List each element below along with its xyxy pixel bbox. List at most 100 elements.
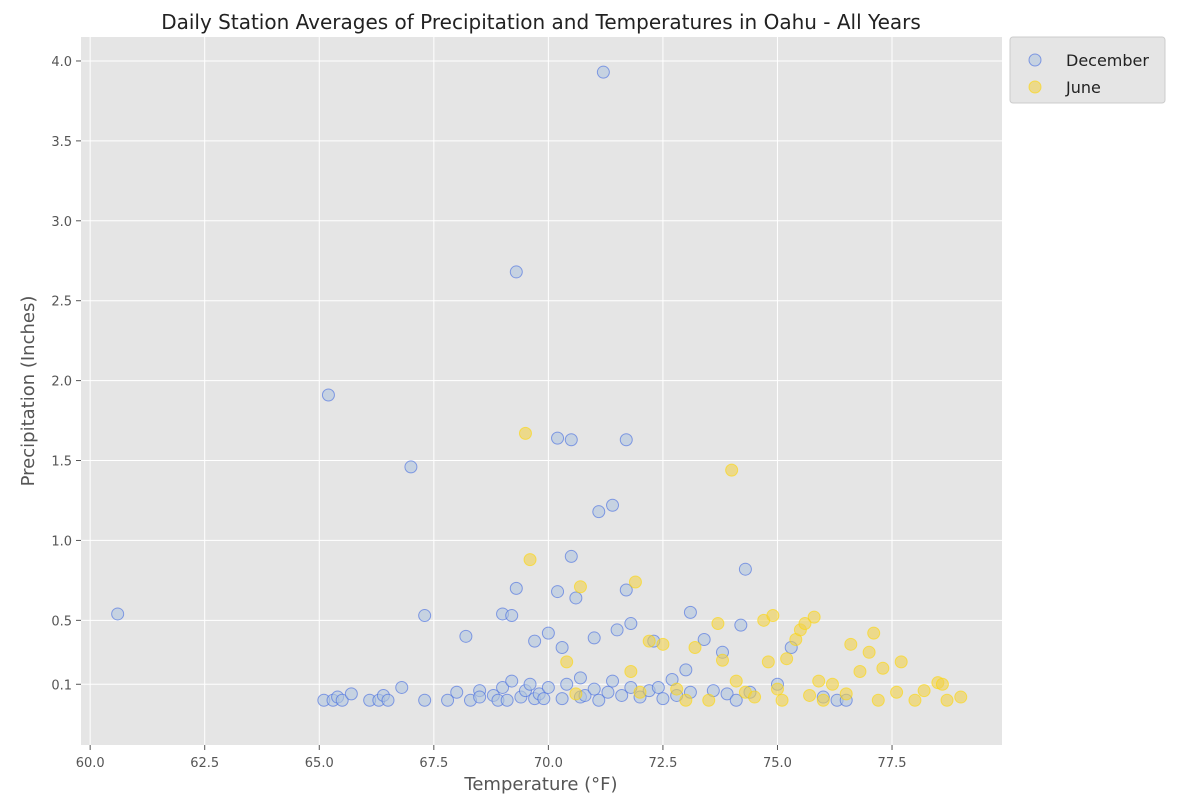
data-point-december [541,626,555,640]
y-tick-label: 3.0 [51,215,72,230]
data-point-december [395,680,409,694]
data-point-december [555,641,569,655]
legend-box [1009,36,1166,104]
data-point-december [418,693,432,707]
grid-lines [81,37,1002,745]
data-point-december [697,633,711,647]
data-point-december [551,431,565,445]
data-point-june [917,684,931,698]
data-point-june [628,575,642,589]
x-tick-label: 75.0 [763,756,792,771]
data-point-december [505,609,519,623]
data-point-december [335,693,349,707]
chart-title: Daily Station Averages of Precipitation … [161,10,921,34]
x-tick-label: 60.0 [76,756,105,771]
data-point-december [587,631,601,645]
data-point-june [890,685,904,699]
data-point-june [761,655,775,669]
data-point-december [418,609,432,623]
data-point-june [656,637,670,651]
y-tick-label: 2.0 [51,375,72,390]
data-point-december [509,581,523,595]
data-point-december [381,693,395,707]
data-point-december [450,685,464,699]
x-tick-label: 77.5 [878,756,907,771]
data-point-december [619,583,633,597]
data-point-june [839,687,853,701]
data-point-december [592,693,606,707]
data-point-december [720,687,734,701]
x-tick-label: 65.0 [305,756,334,771]
legend: December June [1009,36,1166,104]
y-tick-label: 1.0 [51,534,72,549]
data-point-december [523,677,537,691]
data-point-december [509,265,523,279]
data-point-december [606,674,620,688]
data-point-december [500,693,514,707]
data-point-june [642,634,656,648]
data-point-december [551,585,565,599]
plot-area [81,37,1002,745]
data-point-june [812,674,826,688]
data-point-june [780,652,794,666]
data-point-june [862,645,876,659]
data-point-june [807,610,821,624]
data-point-december [573,671,587,685]
data-point-june [633,685,647,699]
data-point-june [670,682,684,696]
legend-label-june: June [1065,78,1101,97]
y-axis-label: Precipitation (Inches) [18,296,39,487]
data-point-june [940,693,954,707]
data-point-june [775,693,789,707]
y-tick-label: 3.5 [51,135,72,150]
data-point-june [679,693,693,707]
data-point-december [610,623,624,637]
data-point-december [537,692,551,706]
data-point-december [505,674,519,688]
data-point-june [573,580,587,594]
data-point-june [569,687,583,701]
legend-marker-december [1028,53,1042,67]
data-point-december [111,607,125,621]
data-point-december [679,663,693,677]
y-tick-label: 0.1 [51,678,72,693]
x-tick-label: 70.0 [534,756,563,771]
data-point-december [564,433,578,447]
data-point-june [871,693,885,707]
data-point-june [715,653,729,667]
y-tick-label: 1.5 [51,455,72,470]
data-point-december [404,460,418,474]
data-point-june [748,690,762,704]
data-point-june [523,553,537,567]
x-tick-label: 72.5 [648,756,677,771]
data-point-june [798,617,812,631]
data-point-june [853,664,867,678]
data-point-december [541,680,555,694]
data-point-june [560,655,574,669]
x-tick-label: 62.5 [190,756,219,771]
data-point-december [619,433,633,447]
data-point-june [876,661,890,675]
data-point-december [344,687,358,701]
y-axis-ticks: 0.1 0.5 1.0 1.5 2.0 2.5 3.0 3.5 4.0 [51,55,81,693]
data-point-december [601,685,615,699]
y-tick-label: 2.5 [51,295,72,310]
data-point-june [954,690,968,704]
data-point-june [518,426,532,440]
data-point-december [729,693,743,707]
data-point-december [738,562,752,576]
data-point-december [596,65,610,79]
data-point-june [624,664,638,678]
data-point-december [569,591,583,605]
data-point-june [908,693,922,707]
data-point-june [688,641,702,655]
data-point-december [734,618,748,632]
legend-marker-june [1028,80,1042,94]
data-points [111,65,968,707]
data-point-june [766,609,780,623]
data-point-june [729,674,743,688]
data-point-june [935,677,949,691]
data-point-december [587,682,601,696]
legend-label-december: December [1066,51,1149,70]
